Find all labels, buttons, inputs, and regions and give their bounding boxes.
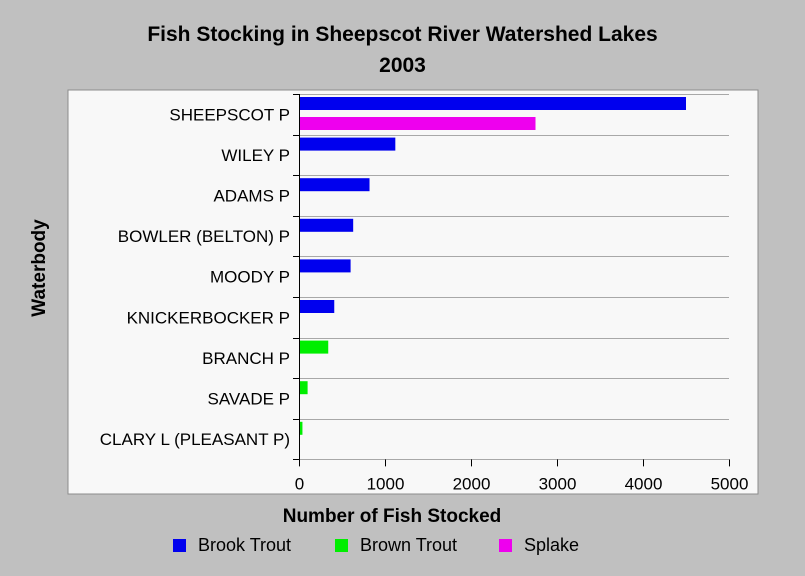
bar-brook-trout [300, 218, 354, 232]
bar-brook-trout [300, 300, 335, 313]
legend-label-brown-trout: Brown Trout [360, 534, 458, 555]
legend-swatch-brook-trout [173, 538, 186, 552]
legend-item-splake: Splake [499, 533, 579, 557]
bar-splake [300, 117, 536, 130]
legend-item-brook-trout: Brook Trout [173, 533, 291, 557]
plot-background [67, 89, 759, 495]
legend-label-brook-trout: Brook Trout [198, 534, 292, 555]
bar-brown-trout [300, 381, 308, 395]
x-axis-label: Number of Fish Stocked [282, 506, 502, 527]
y-tick-label: SAVADE P [207, 390, 290, 409]
legend-swatch-brown-trout [335, 538, 348, 552]
x-tick-label: 1000 [367, 474, 405, 493]
bar-brook-trout [300, 178, 370, 192]
chart-title: Fish Stocking in Sheepscot River Watersh… [147, 23, 658, 46]
legend-label-splake: Splake [524, 534, 580, 555]
y-tick-label: MOODY P [210, 268, 290, 287]
legend-item-brown-trout: Brown Trout [335, 533, 457, 557]
x-tick-label: 2000 [453, 474, 491, 493]
x-tick-label: 0 [295, 474, 304, 493]
bar-brook-trout [300, 137, 396, 151]
legend-swatch-splake [499, 538, 512, 552]
bar-brook-trout [300, 259, 351, 273]
bar-brook-trout [300, 97, 686, 110]
x-tick-label: 4000 [625, 474, 663, 493]
bar-brown-trout [300, 421, 303, 435]
y-tick-label: CLARY L (PLEASANT P) [100, 430, 290, 449]
chart-subtitle: 2003 [379, 54, 426, 77]
y-tick-label: BOWLER (BELTON) P [118, 227, 290, 246]
y-tick-label: ADAMS P [213, 187, 290, 206]
y-tick-label: WILEY P [221, 146, 290, 165]
y-tick-label: SHEEPSCOT P [169, 105, 290, 124]
y-tick-label: BRANCH P [202, 349, 290, 368]
x-tick-label: 3000 [539, 474, 577, 493]
x-tick-label: 5000 [711, 474, 749, 493]
y-tick-label: KNICKERBOCKER P [127, 308, 290, 327]
bar-brown-trout [300, 340, 329, 354]
